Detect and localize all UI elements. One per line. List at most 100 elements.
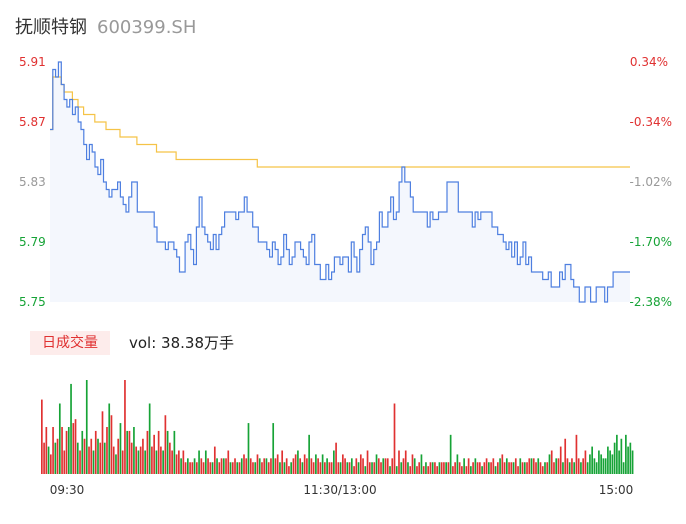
volume-bar — [353, 466, 355, 474]
y-tick-left-3: 5.79 — [19, 235, 46, 249]
volume-bar — [438, 462, 441, 474]
volume-bar — [218, 462, 221, 474]
volume-bar — [562, 462, 564, 474]
volume-bar — [166, 430, 169, 474]
y-tick-right-1: -0.34% — [630, 115, 672, 129]
volume-bar — [227, 450, 230, 474]
volume-bar — [341, 454, 344, 474]
volume-bar — [389, 466, 391, 474]
volume-bar — [476, 462, 479, 474]
volume-bar — [324, 462, 326, 474]
volume-bar — [431, 462, 434, 474]
volume-bar — [566, 458, 569, 474]
volume-bar — [425, 462, 427, 474]
volume-bar — [222, 458, 225, 474]
volume-bar — [523, 462, 526, 474]
volume-bar — [555, 458, 558, 474]
volume-bar — [346, 462, 349, 474]
volume-bar — [573, 462, 576, 474]
volume-bar — [418, 462, 421, 474]
volume-bar — [85, 380, 88, 474]
volume-bar — [270, 458, 272, 474]
volume-bar — [83, 438, 86, 474]
volume-bar — [386, 458, 389, 474]
volume-bar — [553, 462, 555, 474]
volume-bar — [198, 450, 200, 474]
volume-bar — [539, 462, 542, 474]
volume-bar — [564, 438, 567, 474]
volume-bar — [559, 446, 562, 474]
volume-bar — [151, 446, 153, 474]
volume-bar — [90, 438, 93, 474]
y-tick-right-2: -1.02% — [630, 175, 672, 189]
volume-bar — [231, 462, 234, 474]
volume-bar — [153, 434, 155, 474]
stock-code: 600399.SH — [97, 17, 197, 38]
volume-bar — [299, 458, 301, 474]
volume-bar — [407, 462, 409, 474]
volume-bar — [528, 458, 531, 474]
volume-bar — [508, 462, 510, 474]
volume-bar — [285, 458, 288, 474]
volume-bar — [74, 419, 77, 474]
volume-bar — [245, 458, 248, 474]
volume-bar — [249, 458, 252, 474]
volume-bar — [47, 446, 50, 474]
volume-bar — [505, 458, 508, 474]
volume-bar — [41, 399, 43, 474]
volume-bar — [261, 462, 263, 474]
volume-bar — [454, 462, 456, 474]
volume-bar — [61, 427, 63, 474]
volume-bar — [616, 434, 618, 474]
volume-bar — [362, 458, 364, 474]
volume-bar — [272, 423, 275, 474]
volume-bar — [94, 430, 97, 474]
volume-bar — [530, 458, 533, 474]
volume-bar — [252, 462, 254, 474]
volume-bar — [70, 383, 72, 474]
volume-bar — [474, 458, 477, 474]
volume-bar — [550, 450, 553, 474]
volume-bar — [92, 450, 95, 474]
volume-bar — [443, 462, 445, 474]
volume-bar — [229, 462, 232, 474]
volume-bar — [124, 380, 126, 474]
volume-bar — [373, 462, 376, 474]
volume-bar — [319, 462, 322, 474]
volume-bar — [101, 411, 104, 474]
volume-bar — [106, 427, 108, 474]
volume-bar — [591, 446, 593, 474]
volume-bar — [613, 442, 616, 474]
volume-bar — [258, 458, 261, 474]
stock-title: 抚顺特钢 600399.SH — [15, 13, 196, 39]
volume-bar — [411, 454, 414, 474]
volume-bar — [377, 458, 380, 474]
volume-bar — [279, 462, 281, 474]
volume-bar — [537, 458, 540, 474]
volume-bar — [413, 458, 416, 474]
volume-bar — [146, 430, 149, 474]
volume-bar — [306, 458, 308, 474]
volume-bar — [366, 450, 369, 474]
volume-bar — [294, 454, 297, 474]
volume-badge: 日成交量 — [30, 331, 110, 355]
volume-bar — [115, 454, 117, 474]
volume-bar — [548, 454, 551, 474]
volume-bar — [568, 462, 571, 474]
volume-bar — [598, 450, 600, 474]
volume-bar — [135, 446, 138, 474]
volume-bar — [103, 442, 106, 474]
volume-bar — [611, 454, 614, 474]
volume-bar — [315, 454, 317, 474]
volume-bar — [330, 462, 333, 474]
volume-bar — [395, 466, 398, 474]
volume-bar — [254, 462, 257, 474]
volume-bar — [359, 454, 362, 474]
volume-bar — [380, 462, 382, 474]
volume-bar — [461, 466, 463, 474]
volume-bar — [162, 450, 164, 474]
volume-bar — [187, 458, 189, 474]
y-tick-right-4: -2.38% — [630, 295, 672, 309]
volume-bar — [189, 462, 191, 474]
